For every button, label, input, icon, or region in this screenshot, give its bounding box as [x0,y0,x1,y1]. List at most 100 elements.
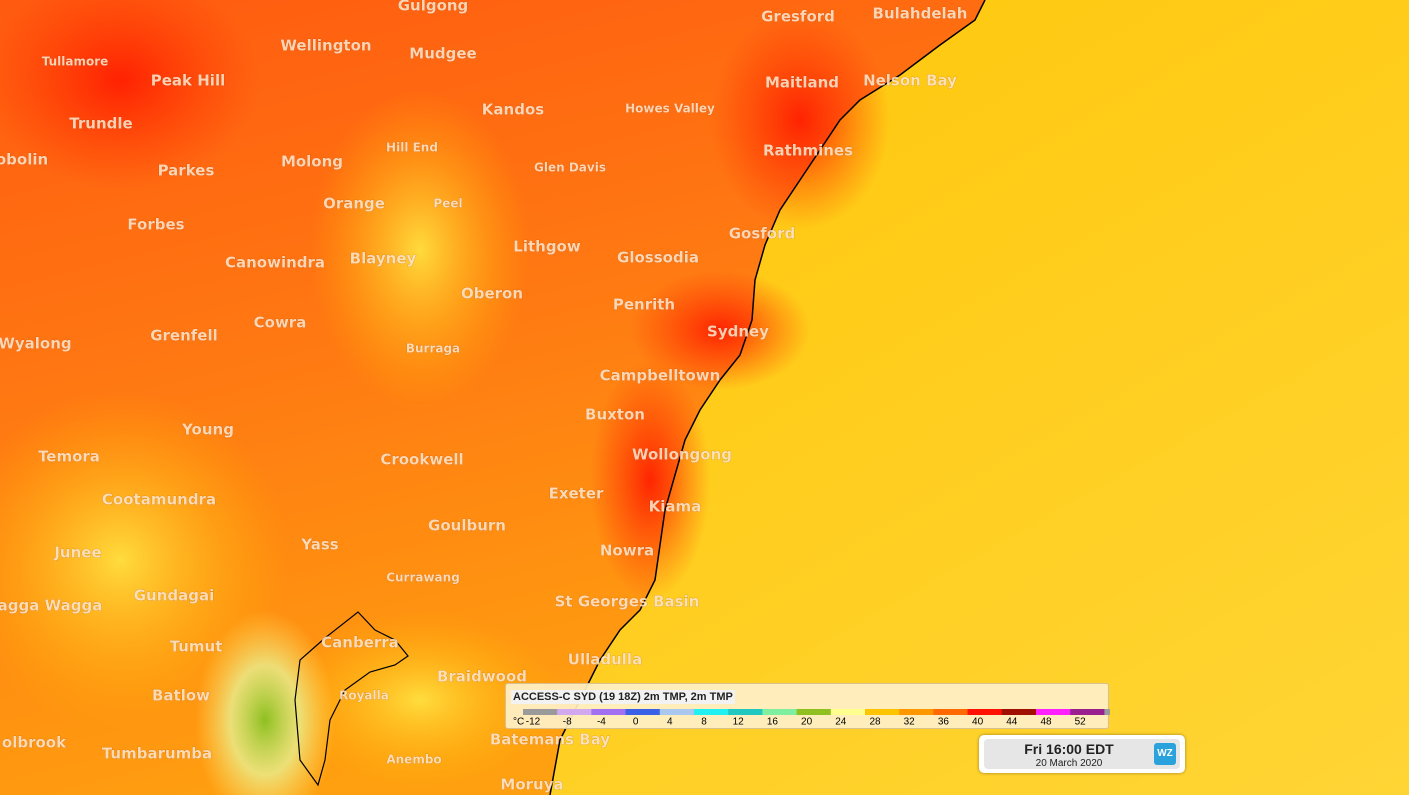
legend-swatch [796,709,832,715]
place-label: Yass [300,536,339,554]
place-label: Batlow [152,687,210,705]
place-label: Glossodia [617,249,699,267]
coastline [549,0,986,795]
logo[interactable]: WZ [1154,743,1176,765]
place-label: Rathmines [763,142,853,160]
place-label: Young [181,421,234,439]
legend-title: ACCESS-C SYD (19 18Z) 2m TMP, 2m TMP [511,690,735,704]
legend: ACCESS-C SYD (19 18Z) 2m TMP, 2m TMP °C … [505,683,1110,729]
place-label: Parkes [158,162,215,180]
place-label: Penrith [613,296,675,314]
legend-swatch [1036,709,1071,715]
place-label: Gundagai [134,587,215,605]
legend-tick-label: 40 [972,717,984,728]
place-label: olbrook [2,734,67,752]
place-label: Peel [433,197,462,211]
time-box: Fri 16:00 EDT 20 March 2020 WZ [979,735,1185,773]
place-label: Kandos [482,101,544,119]
place-label: Peak Hill [151,72,225,90]
legend-tick-label: 44 [1006,717,1018,728]
place-label: Tumbarumba [102,745,212,763]
place-label: Bulahdelah [873,5,968,23]
legend-swatch [728,709,763,715]
legend-tick-label: 12 [733,717,745,728]
legend-tick-label: 16 [767,717,779,728]
legend-swatch [830,709,866,715]
place-label: Hill End [386,141,438,155]
place-label: Junee [53,544,101,562]
act-border [294,611,409,787]
legend-swatch [1104,709,1110,715]
legend-swatch [933,709,969,715]
place-label: Crookwell [380,451,463,469]
legend-tick-label: 32 [904,717,916,728]
place-label: Kiama [649,498,702,516]
place-label: Gosford [729,225,796,243]
place-label: Nowra [600,542,654,560]
place-label: Exeter [549,485,604,503]
place-labels: Gulgong Gresford Bulahdelah Tullamore Peak H… [0,0,968,794]
legend-swatch [591,709,627,715]
place-label: Orange [323,195,385,213]
place-label: Tullamore [42,55,109,69]
place-label: Cootamundra [102,491,216,509]
place-label: Wollongong [632,446,732,464]
place-label: Batemans Bay [490,731,611,749]
legend-swatch [1070,709,1105,715]
place-label: Cowra [254,314,307,332]
legend-scale: °C -12 -8 -4 0 4 8 12 16 20 24 28 32 36 40 44 48 52 [513,709,1110,728]
place-label: Goulburn [428,517,506,535]
legend-tick-label: 0 [633,717,639,728]
place-label: Braidwood [437,668,527,686]
place-label: Currawang [386,571,460,585]
place-label: obolin [0,151,48,169]
legend-tick-label: 4 [667,717,673,728]
legend-swatch [1001,709,1037,715]
legend-swatch [967,709,1003,715]
legend-unit: °C [513,717,524,728]
place-label: Molong [281,153,343,171]
legend-swatch [523,709,558,715]
legend-tick-label: -4 [597,717,606,728]
date: 20 March 2020 [1035,758,1103,769]
time: Fri 16:00 EDT [1024,741,1114,757]
place-label: Blayney [350,250,417,268]
legend-swatch [762,709,798,715]
place-label: Temora [38,448,100,466]
place-label: agga Wagga [0,597,102,615]
legend-swatch [899,709,934,715]
place-label: Gulgong [398,0,469,15]
legend-tick-label: 28 [869,717,881,728]
legend-swatch [557,709,592,715]
place-label: Anembo [386,753,441,767]
place-label: Glen Davis [534,161,606,175]
place-label: Maitland [765,74,839,92]
place-label: Mudgee [409,45,476,63]
place-label: Ulladulla [568,651,642,669]
place-label: Wyalong [0,335,72,353]
legend-tick-label: -12 [526,717,541,728]
place-label: Sydney [707,323,769,341]
legend-tick-label: -8 [563,717,572,728]
legend-swatch [625,709,661,715]
place-label: Moruya [500,776,563,794]
place-label: Tumut [170,638,223,656]
legend-swatch [694,709,729,715]
place-label: St Georges Basin [555,593,700,611]
legend-tick-label: 36 [938,717,950,728]
place-label: Forbes [127,216,184,234]
time-panel: Fri 16:00 EDT 20 March 2020 WZ [984,739,1180,769]
place-label: Lithgow [513,238,581,256]
legend-swatch [865,709,900,715]
place-label: Grenfell [150,327,218,345]
legend-tick-label: 20 [801,717,813,728]
place-label: Nelson Bay [863,72,957,90]
place-label: Buxton [585,406,645,424]
legend-tick-label: 8 [701,717,707,728]
legend-swatch [659,709,695,715]
legend-tick-label: 48 [1040,717,1052,728]
place-label: Wellington [280,37,371,55]
place-label: Gresford [761,8,835,26]
